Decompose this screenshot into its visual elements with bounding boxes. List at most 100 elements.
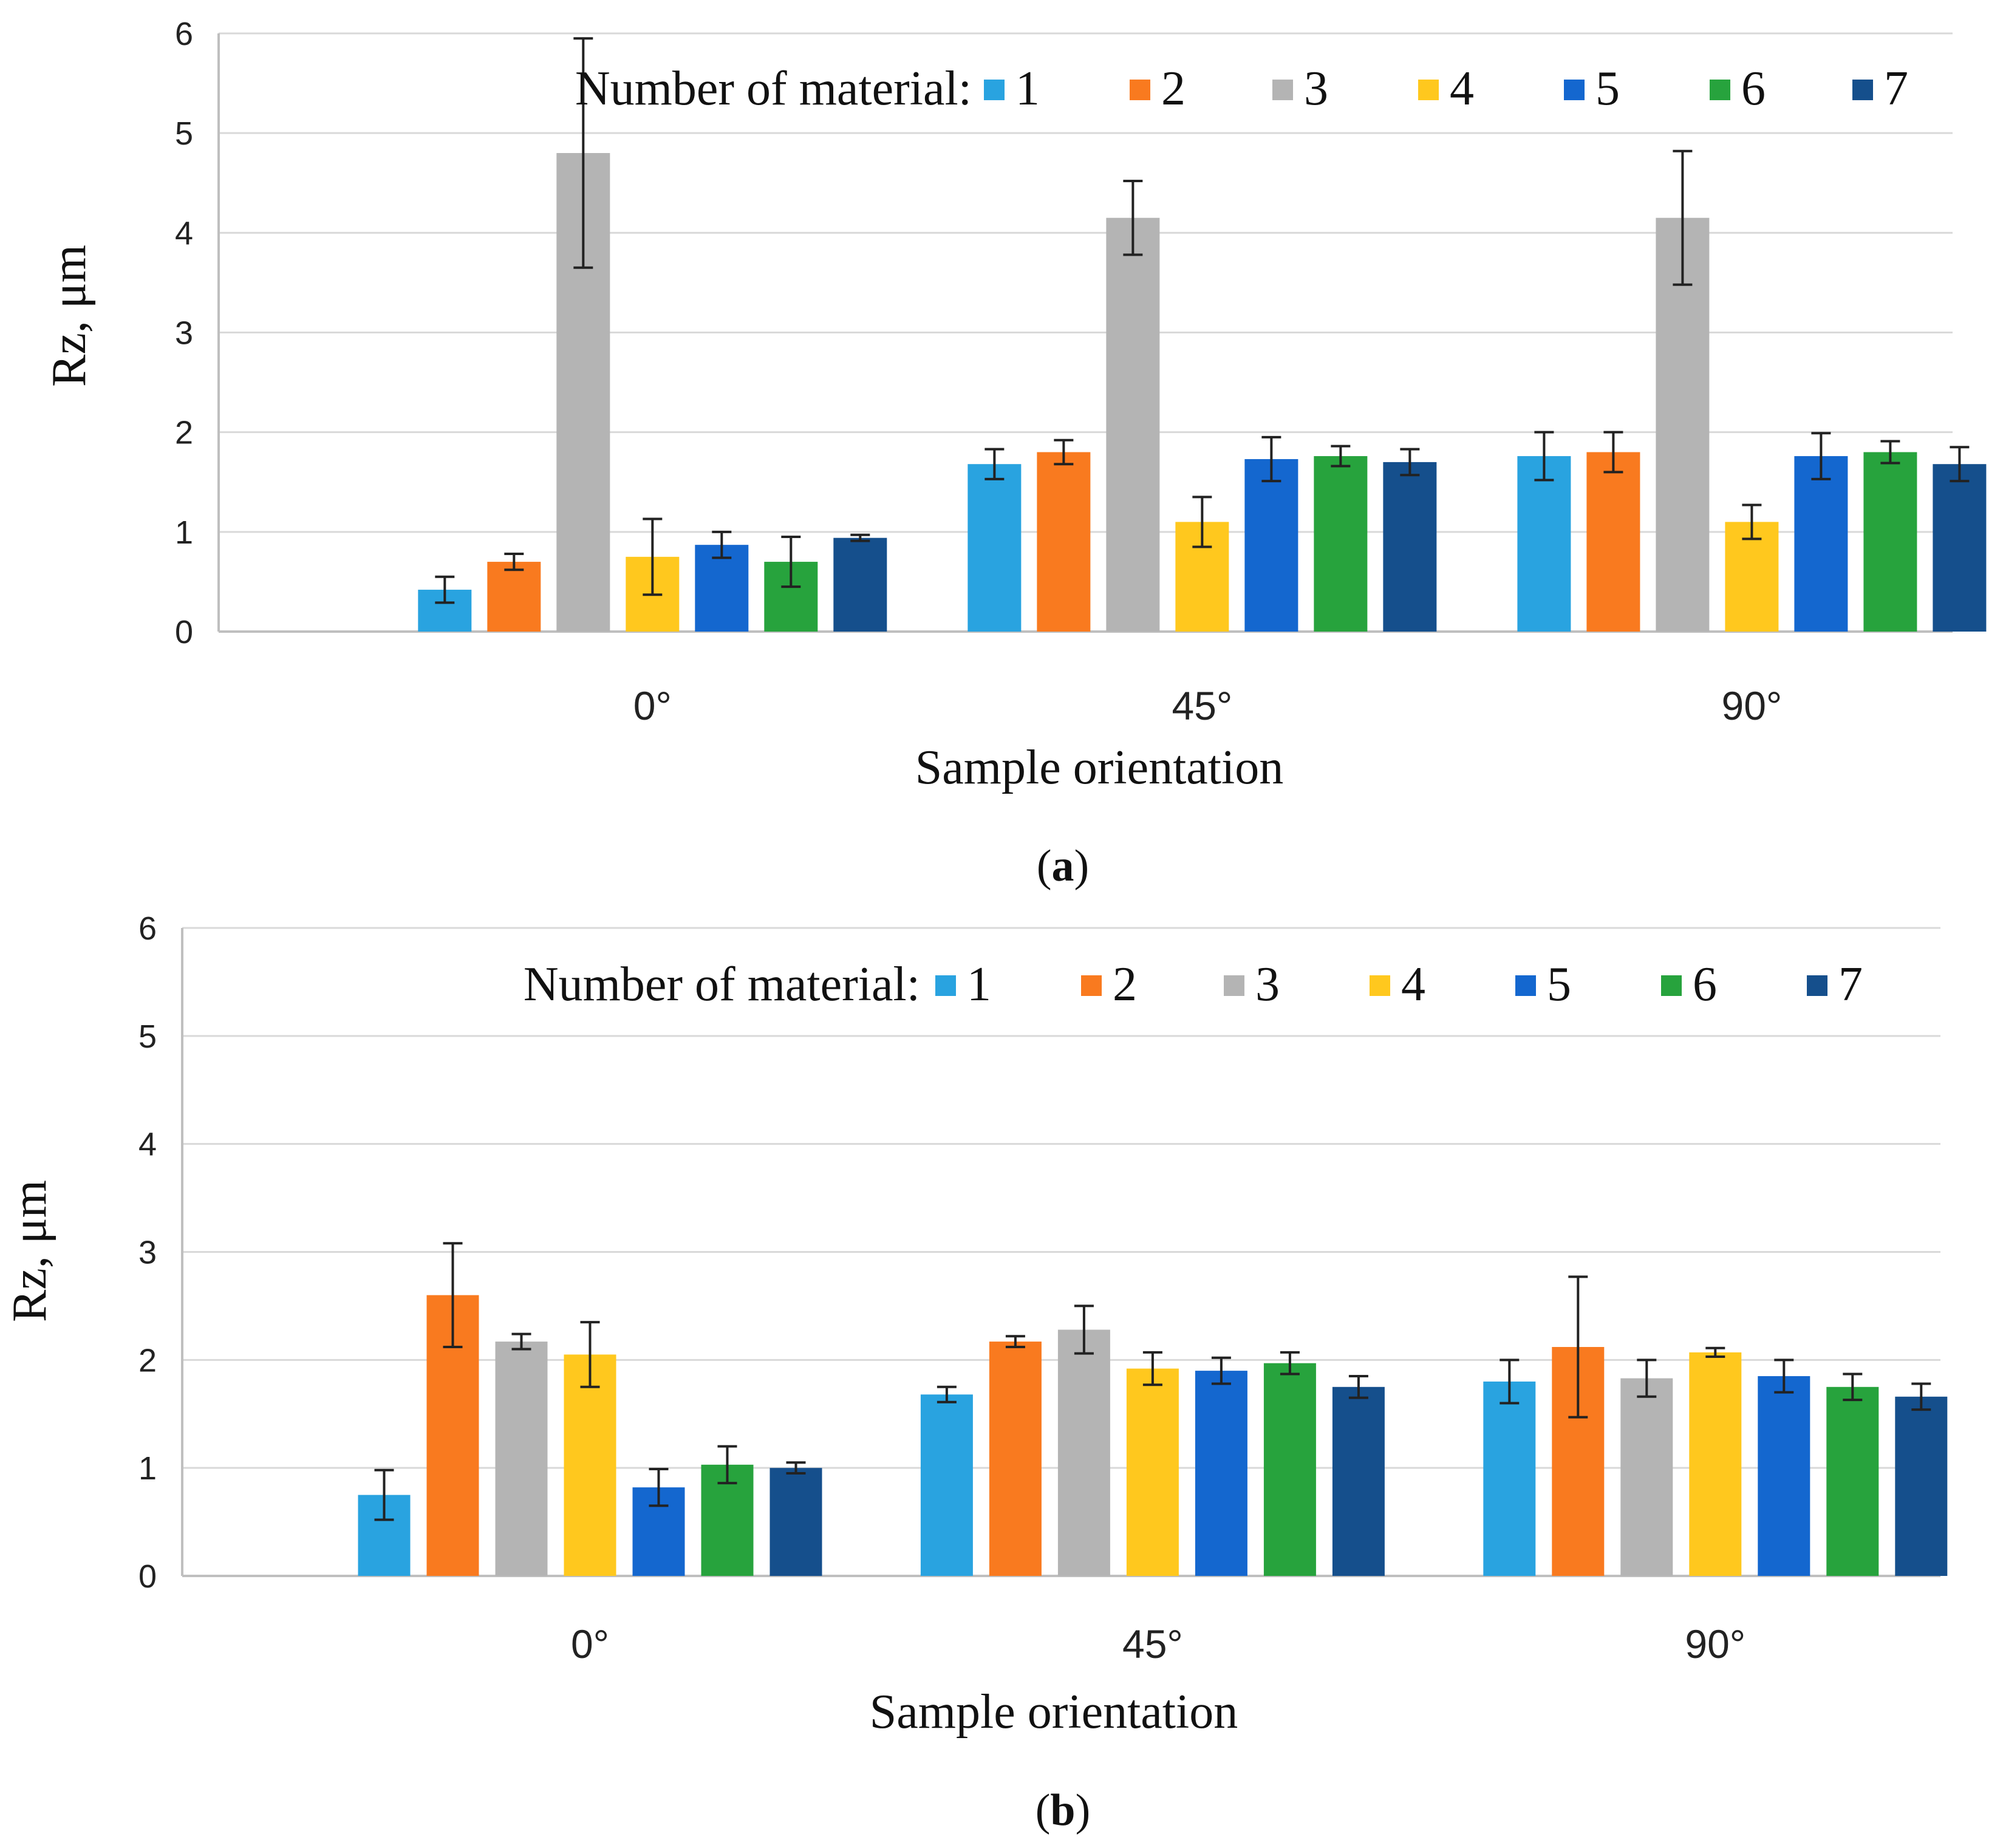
- legend-label: 2: [1113, 958, 1137, 1011]
- caption-letter: a: [1052, 841, 1074, 891]
- bar: [1383, 462, 1437, 632]
- bar: [1586, 452, 1640, 632]
- x-axis-title: Sample orientation: [870, 1685, 1238, 1739]
- bar: [1037, 452, 1091, 632]
- bar: [1244, 459, 1298, 632]
- legend-label: 7: [1838, 958, 1863, 1011]
- bar: [769, 1468, 822, 1576]
- legend-swatch: [1710, 80, 1730, 100]
- bar: [1794, 456, 1848, 632]
- bars-a: [418, 37, 1987, 632]
- legend-swatch: [1370, 975, 1390, 996]
- legend-label: 1: [967, 958, 991, 1011]
- bar: [989, 1342, 1042, 1576]
- bar: [1126, 1368, 1179, 1576]
- panel-caption-b: (b): [1036, 1785, 1090, 1835]
- bar: [1689, 1352, 1742, 1576]
- bar: [1656, 217, 1710, 632]
- y-tick-label: 1: [138, 1450, 157, 1487]
- legend-title: Number of material:: [524, 958, 920, 1011]
- bar: [1314, 456, 1368, 632]
- caption-open: (: [1037, 841, 1052, 891]
- x-category-label: 90°: [1685, 1621, 1745, 1666]
- caption-close: ): [1074, 841, 1090, 891]
- legend-swatch: [1515, 975, 1536, 996]
- bar: [564, 1354, 616, 1576]
- y-tick-label: 2: [175, 415, 193, 451]
- legend-label: 5: [1547, 958, 1571, 1011]
- caption-close: ): [1076, 1785, 1091, 1835]
- bar: [1057, 1329, 1110, 1576]
- bar: [1895, 1396, 1948, 1576]
- panel-caption-a: (a): [1037, 841, 1089, 891]
- bar: [1863, 452, 1917, 632]
- bars-b: [358, 1242, 1948, 1576]
- caption-open: (: [1036, 1785, 1051, 1835]
- y-tick-label: 3: [138, 1235, 157, 1271]
- bar: [1332, 1386, 1385, 1576]
- y-tick-label: 6: [138, 910, 157, 947]
- bar: [1725, 522, 1779, 632]
- y-tick-label: 5: [138, 1018, 157, 1055]
- chart-panel-b: 0 1 2 3 4 5 6 0° 45° 90° Number of material: 1 2 3…: [3, 910, 1948, 1835]
- legend-swatch: [984, 80, 1005, 100]
- bar: [833, 537, 887, 632]
- legend-swatch: [1272, 80, 1293, 100]
- legend-label: 6: [1693, 958, 1717, 1011]
- x-category-label: 90°: [1721, 683, 1782, 728]
- bar: [1195, 1371, 1247, 1576]
- legend-label: 3: [1304, 62, 1328, 115]
- legend-swatch: [1564, 80, 1585, 100]
- x-category-label: 45°: [1122, 1621, 1183, 1666]
- bar: [1106, 217, 1160, 632]
- y-tick-label: 4: [138, 1127, 157, 1163]
- y-tick-label: 3: [175, 315, 193, 352]
- legend-label: 1: [1015, 62, 1040, 115]
- legend-b: Number of material: 1 2 3 4 5 6 7: [524, 958, 1863, 1011]
- y-axis-title: Rz, μm: [43, 245, 96, 387]
- y-ticks-a: 0 1 2 3 4 5 6: [175, 16, 193, 650]
- y-tick-label: 2: [138, 1342, 157, 1379]
- y-ticks-b: 0 1 2 3 4 5 6: [138, 910, 157, 1595]
- y-tick-label: 4: [175, 215, 193, 251]
- bar: [487, 562, 541, 632]
- bar: [1758, 1376, 1810, 1576]
- y-tick-label: 1: [175, 514, 193, 551]
- x-axis-title: Sample orientation: [915, 741, 1284, 794]
- legend-label: 5: [1595, 62, 1620, 115]
- legend-swatch: [1807, 975, 1827, 996]
- bar: [1826, 1386, 1879, 1576]
- bar: [1483, 1381, 1536, 1576]
- legend-swatch: [1852, 80, 1873, 100]
- bar: [920, 1394, 973, 1576]
- legend-label: 2: [1161, 62, 1186, 115]
- y-tick-label: 5: [175, 115, 193, 152]
- bar: [695, 545, 749, 632]
- legend-swatch: [1418, 80, 1439, 100]
- bar: [967, 464, 1022, 632]
- legend-swatch: [1661, 975, 1682, 996]
- y-tick-label: 6: [175, 16, 193, 52]
- legend-swatch: [935, 975, 956, 996]
- category-labels-b: 0° 45° 90°: [571, 1621, 1745, 1666]
- chart-panel-a: 0 1 2 3 4 5 6 0° 45° 90° Number of material: 1 2 3…: [43, 16, 1987, 891]
- legend-label: 4: [1450, 62, 1474, 115]
- bar: [1263, 1363, 1316, 1576]
- x-category-label: 0°: [571, 1621, 609, 1666]
- caption-letter: b: [1050, 1785, 1075, 1835]
- legend-label: 6: [1741, 62, 1766, 115]
- legend-a: Number of material: 1 2 3 4 5 6 7: [575, 62, 1908, 115]
- legend-swatch: [1081, 975, 1102, 996]
- x-category-label: 0°: [633, 683, 672, 728]
- bar: [1517, 456, 1571, 632]
- legend-swatch: [1224, 975, 1244, 996]
- legend-title: Number of material:: [575, 62, 972, 115]
- y-axis-title: Rz, μm: [3, 1180, 56, 1322]
- legend-label: 7: [1884, 62, 1908, 115]
- x-category-label: 45°: [1172, 683, 1232, 728]
- legend-label: 3: [1255, 958, 1280, 1011]
- legend-swatch: [1130, 80, 1150, 100]
- y-tick-label: 0: [138, 1558, 157, 1595]
- y-tick-label: 0: [175, 614, 193, 650]
